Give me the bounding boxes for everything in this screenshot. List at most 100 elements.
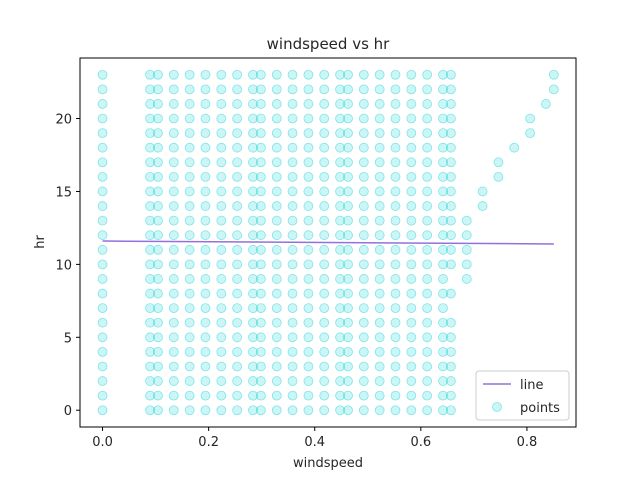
data-point	[390, 332, 401, 343]
data-point	[168, 332, 179, 343]
data-point	[422, 69, 433, 80]
data-point	[446, 215, 456, 226]
data-point	[248, 230, 258, 241]
data-point	[303, 405, 314, 416]
data-point	[319, 274, 330, 284]
data-point	[184, 84, 195, 95]
data-point	[145, 405, 155, 416]
data-point	[271, 274, 282, 284]
data-point	[446, 128, 456, 139]
data-point	[446, 201, 456, 211]
data-point	[184, 186, 195, 197]
data-point	[216, 346, 227, 357]
data-point	[343, 84, 353, 95]
data-point	[255, 69, 266, 80]
data-point	[358, 186, 369, 197]
data-point	[446, 332, 456, 343]
data-point	[145, 99, 155, 109]
data-point	[255, 215, 266, 226]
data-point	[145, 288, 155, 299]
data-point	[406, 215, 417, 226]
data-point	[358, 390, 369, 401]
data-point	[343, 346, 353, 357]
data-point	[390, 171, 401, 182]
data-point	[97, 128, 108, 139]
data-point	[255, 244, 266, 255]
data-point	[303, 317, 314, 328]
data-point	[200, 201, 211, 211]
data-point	[374, 230, 385, 241]
data-point	[145, 128, 155, 139]
data-point	[255, 99, 266, 109]
data-point	[232, 113, 243, 124]
data-point	[168, 230, 179, 241]
data-point	[255, 142, 266, 153]
data-point	[287, 201, 298, 211]
data-point	[406, 390, 417, 401]
data-point	[438, 186, 448, 197]
data-point	[255, 405, 266, 416]
data-point	[446, 288, 456, 299]
data-point	[248, 317, 258, 328]
data-point	[319, 303, 330, 314]
data-point	[248, 376, 258, 386]
data-point	[438, 84, 448, 95]
data-point	[271, 230, 282, 241]
y-tick-label: 20	[55, 113, 72, 128]
data-point	[248, 215, 258, 226]
data-point	[422, 113, 433, 124]
data-point	[271, 157, 282, 168]
data-point	[390, 405, 401, 416]
data-point	[319, 230, 330, 241]
data-point	[271, 113, 282, 124]
data-point	[343, 69, 353, 80]
data-point	[343, 215, 353, 226]
data-point	[446, 84, 456, 95]
data-point	[184, 69, 195, 80]
data-point	[287, 390, 298, 401]
data-point	[374, 376, 385, 386]
data-point	[335, 376, 345, 386]
data-point	[438, 303, 448, 314]
data-point	[168, 376, 179, 386]
data-point	[232, 317, 243, 328]
data-point	[287, 230, 298, 241]
data-point	[374, 346, 385, 357]
data-point	[335, 390, 345, 401]
data-point	[343, 317, 353, 328]
data-point	[422, 405, 433, 416]
data-point	[200, 390, 211, 401]
data-point	[358, 317, 369, 328]
data-point	[287, 288, 298, 299]
data-point	[374, 84, 385, 95]
data-point	[184, 376, 195, 386]
data-point	[374, 142, 385, 153]
data-point	[248, 157, 258, 168]
data-point	[216, 215, 227, 226]
data-point	[97, 142, 108, 153]
data-point	[248, 288, 258, 299]
data-point	[200, 317, 211, 328]
data-point	[406, 99, 417, 109]
data-point	[200, 230, 211, 241]
x-axis: 0.0 0.2 0.4 0.6 0.8	[92, 427, 537, 450]
data-point	[153, 317, 163, 328]
data-point	[248, 186, 258, 197]
data-point	[248, 99, 258, 109]
data-point	[343, 157, 353, 168]
y-tick-label: 15	[55, 185, 72, 200]
data-point	[390, 317, 401, 328]
data-point	[168, 69, 179, 80]
data-point	[335, 230, 345, 241]
data-point	[255, 288, 266, 299]
data-point	[358, 405, 369, 416]
data-point	[319, 259, 330, 270]
data-point	[153, 113, 163, 124]
data-point	[216, 244, 227, 255]
data-point	[358, 113, 369, 124]
data-point	[184, 317, 195, 328]
data-point	[232, 274, 243, 284]
data-point	[271, 361, 282, 372]
data-point	[168, 361, 179, 372]
